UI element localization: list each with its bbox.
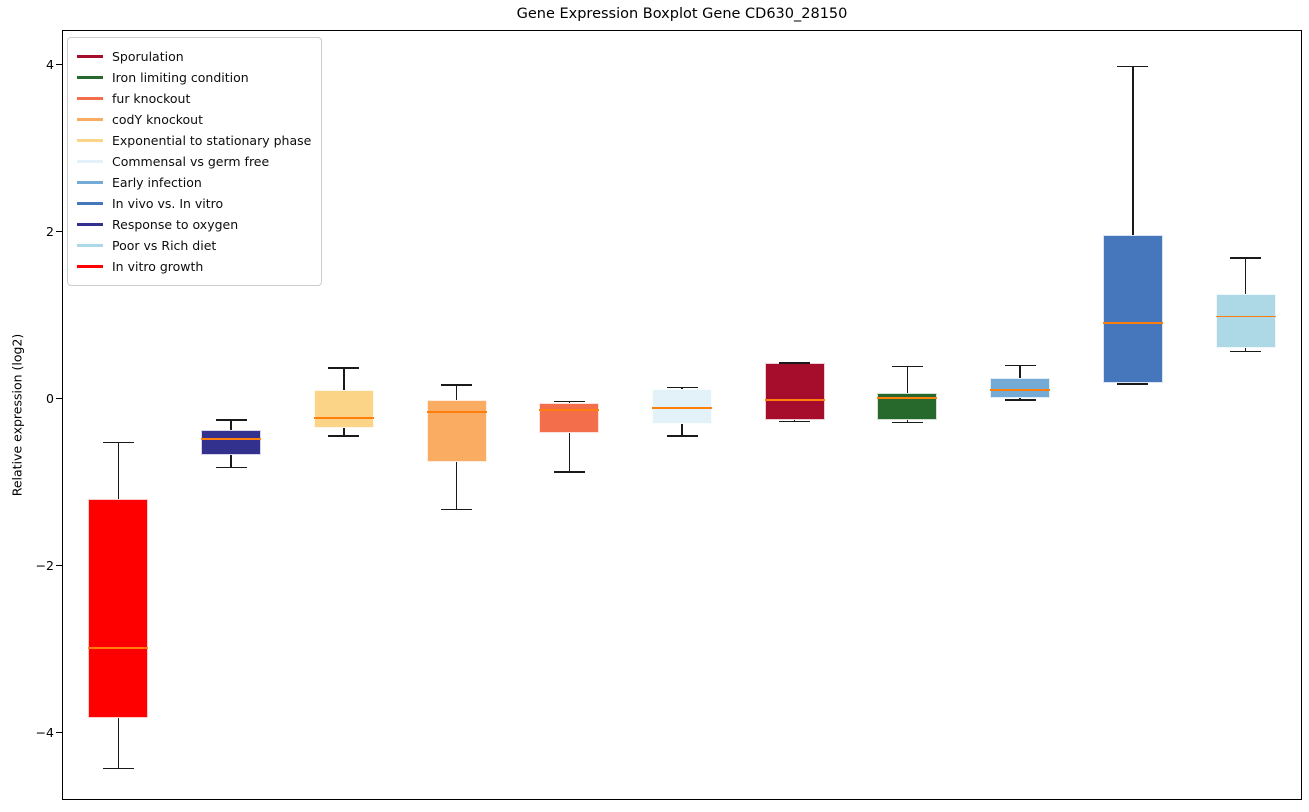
legend-color-line-iron-limiting-condition (77, 76, 103, 79)
chart-title: Gene Expression Boxplot Gene CD630_28150 (516, 6, 848, 22)
legend-color-line-poor-vs-rich-diet (77, 244, 103, 247)
legend: Sporulation Iron limiting condition fur kn… (67, 37, 323, 286)
y-tick-label: 4 (46, 56, 54, 72)
legend-label: In vitro growth (112, 259, 204, 274)
y-tick-label: 2 (46, 223, 54, 239)
legend-label: Poor vs Rich diet (112, 238, 217, 253)
legend-label: codY knockout (112, 112, 204, 127)
legend-entry-fur-knockout: fur knockout (77, 88, 311, 109)
legend-color-line-sporulation (77, 55, 103, 58)
legend-entry-poor-vs-rich-diet: Poor vs Rich diet (77, 235, 311, 256)
legend-color-line-in-vitro-growth (77, 265, 103, 268)
legend-label: Exponential to stationary phase (112, 133, 312, 148)
legend-label: In vivo vs. In vitro (112, 196, 224, 211)
legend-label: Commensal vs germ free (112, 154, 270, 169)
legend-entry-in-vivo-vs-in-vitro: In vivo vs. In vitro (77, 193, 311, 214)
legend-color-line-fur-knockout (77, 97, 103, 100)
legend-entry-commensal-vs-germ-free: Commensal vs germ free (77, 151, 311, 172)
legend-entry-early-infection: Early infection (77, 172, 311, 193)
legend-label: Early infection (112, 175, 202, 190)
legend-label: Response to oxygen (112, 217, 239, 232)
legend-label: Sporulation (112, 49, 184, 64)
legend-color-line-response-to-oxygen (77, 223, 103, 226)
legend-entry-in-vitro-growth: In vitro growth (77, 256, 311, 277)
legend-entry-response-to-oxygen: Response to oxygen (77, 214, 311, 235)
legend-color-line-exponential-to-stationary-phase (77, 139, 103, 142)
legend-entry-cody-knockout: codY knockout (77, 109, 311, 130)
legend-label: fur knockout (112, 91, 191, 106)
legend-color-line-early-infection (77, 181, 103, 184)
legend-entry-exponential-to-stationary-phase: Exponential to stationary phase (77, 130, 311, 151)
y-tick-label: −2 (35, 557, 54, 573)
legend-label: Iron limiting condition (112, 70, 249, 85)
legend-entry-iron-limiting-condition: Iron limiting condition (77, 67, 311, 88)
y-tick-label: −4 (35, 724, 54, 740)
legend-color-line-in-vivo-vs-in-vitro (77, 202, 103, 205)
y-axis-label: Relative expression (log2) (9, 333, 25, 497)
legend-color-line-commensal-vs-germ-free (77, 160, 103, 163)
legend-color-line-cody-knockout (77, 118, 103, 121)
legend-entry-sporulation: Sporulation (77, 46, 311, 67)
